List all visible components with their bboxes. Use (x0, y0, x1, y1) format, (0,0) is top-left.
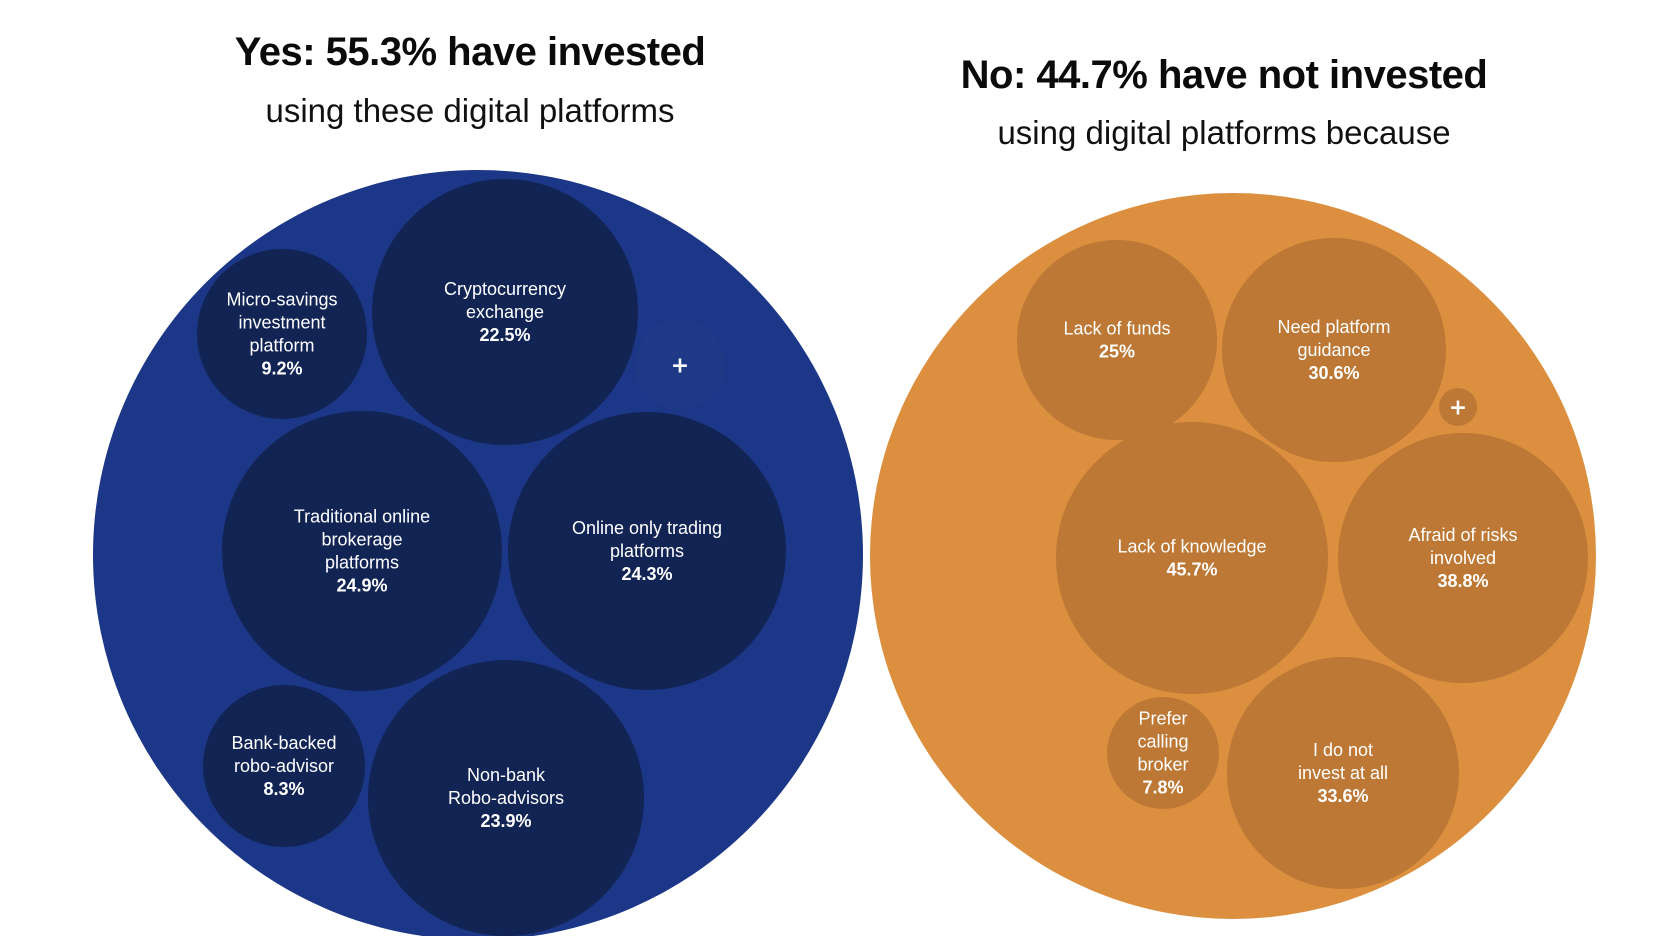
bubble-label-online-only: Online only trading platforms 24.3% (572, 518, 722, 584)
bubble-value-label: 8.3% (263, 779, 304, 799)
bubble-label-non-bank: Non-bank Robo-advisors 23.9% (448, 765, 564, 831)
bubble-label-line: invest at all (1298, 763, 1388, 783)
bubble-label-line: Lack of knowledge (1117, 537, 1266, 557)
bubble-label-line: I do not (1313, 740, 1373, 760)
no-panel-subtitle: using digital platforms because (997, 114, 1451, 151)
bubble-label-do-not-invest: I do not invest at all 33.6% (1298, 740, 1388, 806)
bubble-value-label: 45.7% (1166, 560, 1217, 580)
bubble-label-line: robo-advisor (234, 756, 334, 776)
no-panel-title: No: 44.7% have not invested (960, 53, 1488, 97)
bubble-label-line: Need platform (1277, 317, 1390, 337)
bubble-label-line: investment (238, 313, 325, 333)
bubble-online-only (508, 412, 786, 690)
bubble-lack-of-knowledge (1056, 422, 1328, 694)
bubble-label-line: Cryptocurrency (444, 279, 566, 299)
bubble-label-line: Lack of funds (1063, 319, 1170, 339)
bubble-label-afraid-of-risks: Afraid of risks involved 38.8% (1408, 525, 1517, 591)
bubble-need-guidance (1222, 238, 1446, 462)
bubble-value-label: 33.6% (1317, 786, 1368, 806)
bubble-value-label: 22.5% (479, 325, 530, 345)
bubble-value-label: 24.9% (336, 576, 387, 596)
bubble-non-bank (368, 660, 644, 936)
bubble-label-line: Micro-savings (226, 290, 337, 310)
bubble-label-line: platforms (610, 541, 684, 561)
bubble-value-label: 38.8% (1437, 571, 1488, 591)
bubble-value-label: 30.6% (1308, 363, 1359, 383)
no-more-bubble[interactable] (1439, 388, 1477, 426)
yes-panel-title: Yes: 55.3% have invested (234, 30, 706, 74)
bubble-prefer-calling (1107, 697, 1219, 809)
bubble-micro-savings (197, 249, 367, 419)
bubble-value-label: 24.3% (621, 564, 672, 584)
bubble-label-micro-savings: Micro-savings investment platform 9.2% (226, 290, 337, 379)
bubble-label-line: broker (1137, 755, 1188, 775)
bubble-value-label: 25% (1099, 342, 1135, 362)
bubble-traditional-online (222, 411, 502, 691)
bubble-label-cryptocurrency: Cryptocurrency exchange 22.5% (444, 279, 566, 345)
yes-more-bubble[interactable] (635, 320, 725, 410)
no-bubble-group: + Lack of funds 25% Need platform guidance 30… (870, 193, 1596, 919)
plus-icon[interactable]: + (671, 354, 689, 379)
bubble-afraid-of-risks (1338, 433, 1588, 683)
bubble-label-line: Prefer (1138, 709, 1187, 729)
bubble-label-lack-of-knowledge: Lack of knowledge 45.7% (1117, 537, 1266, 580)
bubble-cryptocurrency (372, 179, 638, 445)
bubble-value-label: 23.9% (480, 811, 531, 831)
bubble-label-prefer-calling: Prefer calling broker 7.8% (1137, 709, 1188, 798)
bubble-value-label: 9.2% (261, 359, 302, 379)
bubble-label-line: exchange (466, 302, 544, 322)
bubble-label-line: Online only trading (572, 518, 722, 538)
bubble-lack-of-funds (1017, 240, 1217, 440)
yes-bubble-group: + Micro-savings investment platform 9.2% Cryp… (93, 170, 863, 936)
bubble-label-lack-of-funds: Lack of funds 25% (1063, 319, 1170, 362)
bubble-value-label: 7.8% (1142, 778, 1183, 798)
bubble-label-line: guidance (1297, 340, 1370, 360)
bubble-label-line: Non-bank (467, 765, 546, 785)
plus-icon[interactable]: + (1449, 396, 1467, 421)
bubble-label-line: Afraid of risks (1408, 525, 1517, 545)
bubble-bank-backed (203, 685, 365, 847)
bubble-label-traditional-online: Traditional online brokerage platforms 24.9… (294, 507, 430, 596)
bubble-label-line: platforms (325, 553, 399, 573)
bubble-label-line: Bank-backed (231, 733, 336, 753)
bubble-label-line: platform (249, 336, 314, 356)
bubble-label-line: Robo-advisors (448, 788, 564, 808)
bubble-label-line: calling (1137, 732, 1188, 752)
bubble-label-line: Traditional online (294, 507, 430, 527)
bubble-label-bank-backed: Bank-backed robo-advisor 8.3% (231, 733, 336, 799)
bubble-label-line: brokerage (321, 530, 402, 550)
bubble-label-need-guidance: Need platform guidance 30.6% (1277, 317, 1390, 383)
bubble-do-not-invest (1227, 657, 1459, 889)
yes-panel-subtitle: using these digital platforms (265, 92, 675, 129)
bubble-label-line: involved (1430, 548, 1496, 568)
